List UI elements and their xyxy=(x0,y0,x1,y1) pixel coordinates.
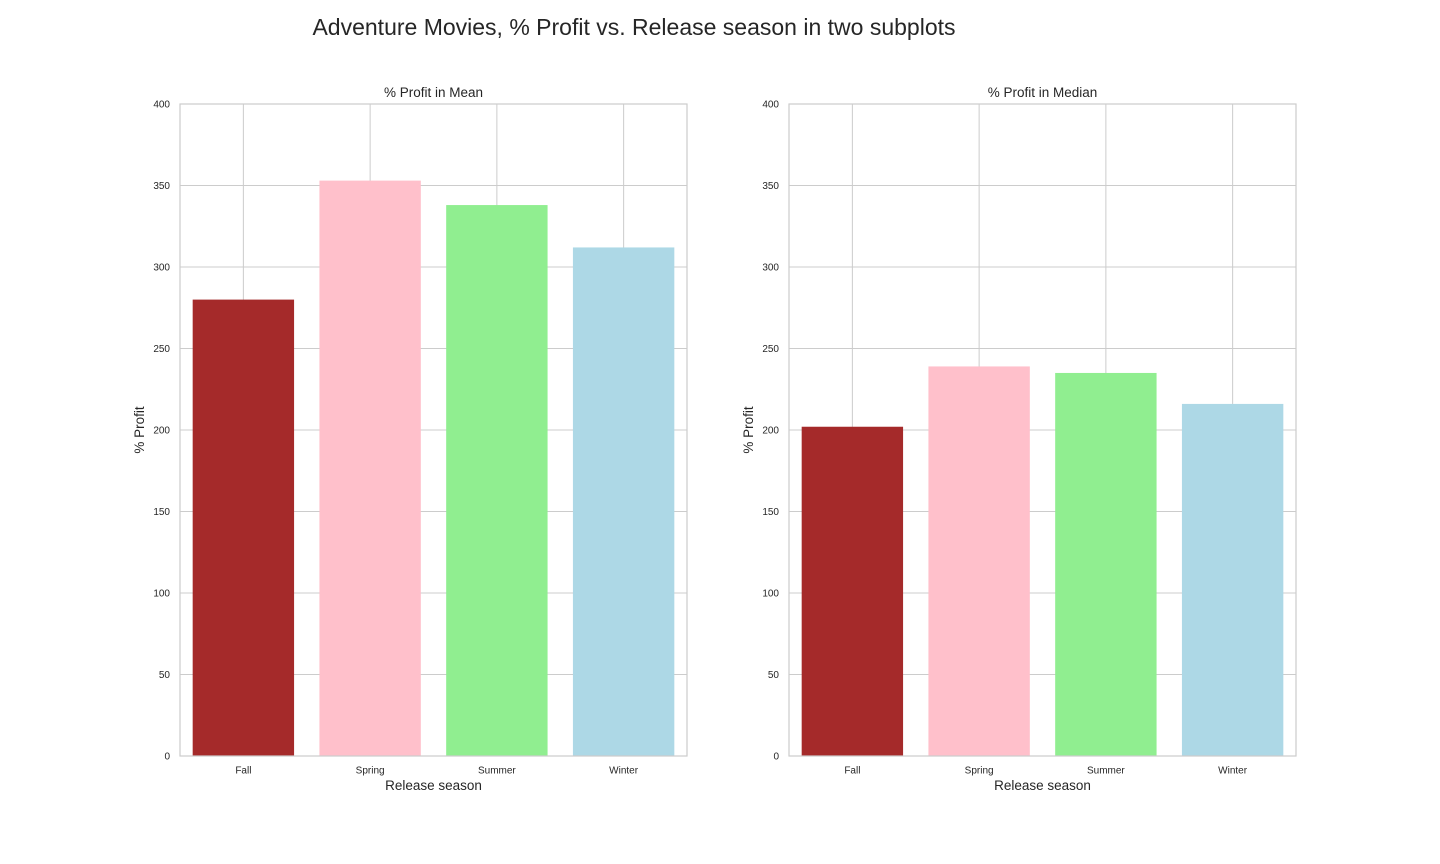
y-tick-label: 350 xyxy=(762,181,779,192)
y-tick-label: 250 xyxy=(762,344,779,355)
figure-title: Adventure Movies, % Profit vs. Release s… xyxy=(312,14,955,40)
y-tick-label: 200 xyxy=(153,426,170,437)
axes-frame xyxy=(788,103,1297,757)
bar-fall xyxy=(192,299,295,756)
y-axis-label: % Profit xyxy=(132,406,147,454)
y-tick-label: 0 xyxy=(164,752,170,763)
x-tick-label: Summer xyxy=(1087,766,1125,777)
y-tick-label: 150 xyxy=(762,507,779,518)
y-tick-label: 300 xyxy=(153,263,170,274)
bar-fall xyxy=(801,426,904,756)
bar-winter xyxy=(572,247,675,756)
y-tick-label: 150 xyxy=(153,507,170,518)
x-tick-label: Fall xyxy=(844,766,860,777)
y-tick-label: 100 xyxy=(762,589,779,600)
bar-summer xyxy=(1055,372,1157,756)
x-axis-label: Release season xyxy=(385,778,482,793)
subplot-mean: 0 50 100 150 200 250 300 350 400 Fall Spring Summer… xyxy=(132,85,688,793)
y-tick-label: 400 xyxy=(762,100,779,111)
x-tick-label: Spring xyxy=(965,766,994,777)
y-axis-label: % Profit xyxy=(741,406,756,454)
y-tick-label: 400 xyxy=(153,100,170,111)
bar-summer xyxy=(446,205,548,756)
y-tick-label: 50 xyxy=(159,670,171,681)
y-tick-label: 300 xyxy=(762,263,779,274)
x-tick-label: Winter xyxy=(609,766,639,777)
bar-spring xyxy=(928,366,1030,756)
subplot-title: % Profit in Mean xyxy=(384,85,483,100)
x-tick-label: Summer xyxy=(478,766,516,777)
bar-spring xyxy=(319,180,421,757)
y-tick-label: 100 xyxy=(153,589,170,600)
y-tick-label: 200 xyxy=(762,426,779,437)
subplot-median: 0 50 100 150 200 250 300 350 400 Fall Spring Summer… xyxy=(741,85,1297,793)
x-tick-label: Fall xyxy=(235,766,251,777)
y-tick-label: 50 xyxy=(768,670,780,681)
x-tick-label: Spring xyxy=(356,766,385,777)
y-tick-label: 250 xyxy=(153,344,170,355)
y-tick-label: 0 xyxy=(773,752,779,763)
bar-winter xyxy=(1181,403,1284,756)
y-tick-label: 350 xyxy=(153,181,170,192)
x-tick-label: Winter xyxy=(1218,766,1248,777)
subplot-title: % Profit in Median xyxy=(988,85,1098,100)
x-axis-label: Release season xyxy=(994,778,1091,793)
axes-frame xyxy=(179,103,688,757)
